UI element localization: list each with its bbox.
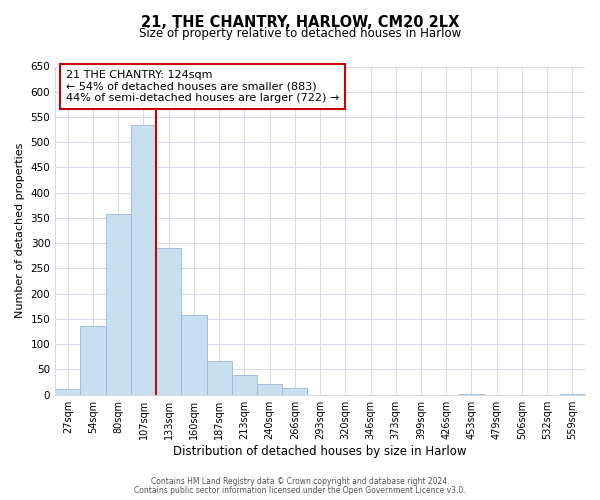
Text: Contains public sector information licensed under the Open Government Licence v3: Contains public sector information licen… — [134, 486, 466, 495]
Bar — [131, 124, 156, 394]
Text: Size of property relative to detached houses in Harlow: Size of property relative to detached ho… — [139, 28, 461, 40]
Bar — [206, 362, 232, 394]
Text: 21, THE CHANTRY, HARLOW, CM20 2LX: 21, THE CHANTRY, HARLOW, CM20 2LX — [141, 15, 459, 30]
Bar — [181, 316, 206, 394]
Bar — [106, 214, 131, 394]
X-axis label: Distribution of detached houses by size in Harlow: Distribution of detached houses by size … — [173, 444, 467, 458]
Text: 21 THE CHANTRY: 124sqm
← 54% of detached houses are smaller (883)
44% of semi-de: 21 THE CHANTRY: 124sqm ← 54% of detached… — [66, 70, 339, 103]
Bar — [156, 248, 181, 394]
Y-axis label: Number of detached properties: Number of detached properties — [15, 143, 25, 318]
Bar — [232, 374, 257, 394]
Bar — [80, 326, 106, 394]
Bar — [282, 388, 307, 394]
Bar — [257, 384, 282, 394]
Bar — [55, 388, 80, 394]
Text: Contains HM Land Registry data © Crown copyright and database right 2024.: Contains HM Land Registry data © Crown c… — [151, 477, 449, 486]
